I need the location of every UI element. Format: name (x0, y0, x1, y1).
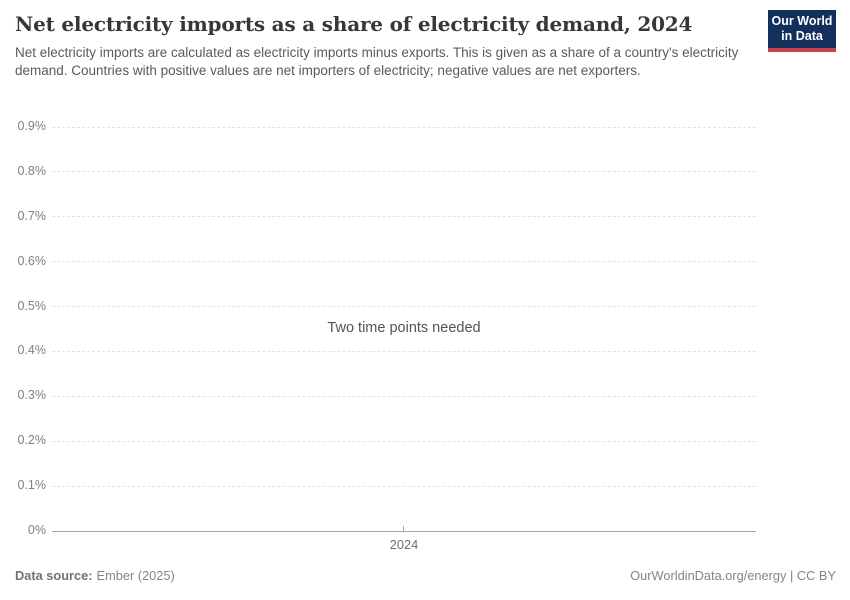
y-tick-label: 0.7% (17, 208, 47, 223)
owid-logo-line1: Our World (771, 14, 833, 29)
y-gridline (52, 395, 756, 397)
y-tick-label: 0.3% (17, 388, 47, 403)
chart-header: Net electricity imports as a share of el… (15, 12, 763, 80)
footer-credit-link[interactable]: OurWorldinData.org/energy | CC BY (630, 568, 836, 583)
y-tick-label: 0.2% (17, 433, 47, 448)
owid-logo[interactable]: Our World in Data (768, 10, 836, 52)
y-tick-label: 0.8% (17, 163, 47, 178)
y-gridline (52, 216, 756, 218)
y-gridline (52, 261, 756, 263)
chart-title: Net electricity imports as a share of el… (15, 12, 693, 36)
y-gridline (52, 440, 756, 442)
y-gridline (52, 126, 756, 128)
x-tick-label: 2024 (389, 537, 419, 552)
y-tick-label: 0.6% (17, 253, 47, 268)
x-axis-baseline (52, 530, 756, 532)
data-source: Data source: Ember (2025) (15, 568, 175, 583)
y-tick-label: 0.1% (17, 478, 47, 493)
y-gridline (52, 171, 756, 173)
y-gridline (52, 485, 756, 487)
chart-footer: Data source: Ember (2025) OurWorldinData.… (15, 568, 836, 583)
x-tick-mark (403, 526, 404, 532)
y-tick-label: 0.4% (17, 343, 47, 358)
owid-logo-line2: in Data (781, 29, 823, 43)
chart-subtitle: Net electricity imports are calculated a… (15, 45, 739, 78)
y-tick-label: 0.9% (17, 119, 47, 133)
data-source-value: Ember (2025) (96, 568, 175, 583)
empty-state-message: Two time points needed (327, 320, 481, 336)
y-gridline (52, 350, 756, 352)
y-gridline (52, 306, 756, 308)
data-source-label: Data source: (15, 568, 93, 583)
y-tick-label: 0% (27, 523, 46, 537)
y-tick-label: 0.5% (17, 298, 47, 313)
